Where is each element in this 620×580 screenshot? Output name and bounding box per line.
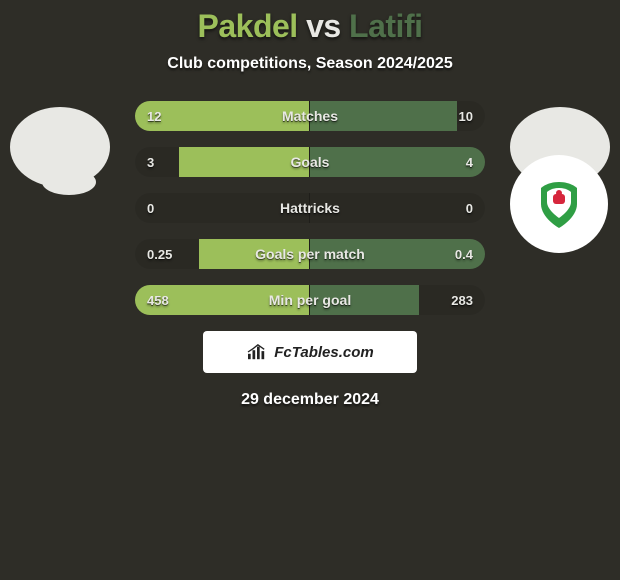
club-logo-icon xyxy=(529,174,589,234)
stat-value-left: 0 xyxy=(147,193,154,223)
stat-value-left: 0.25 xyxy=(147,239,172,269)
title-right: Latifi xyxy=(349,8,422,44)
stat-bars: 12 10 Matches 3 4 Goals 0 0 Hattricks 0.… xyxy=(135,101,485,315)
stat-value-right: 10 xyxy=(459,101,473,131)
stat-fill-right xyxy=(310,101,457,131)
stat-value-left: 3 xyxy=(147,147,154,177)
stat-value-right: 4 xyxy=(466,147,473,177)
stat-fill-right xyxy=(310,285,419,315)
club-badge-left xyxy=(42,169,96,195)
credit-badge[interactable]: FcTables.com xyxy=(203,331,417,373)
stat-fill-left xyxy=(199,239,309,269)
subtitle: Club competitions, Season 2024/2025 xyxy=(0,55,620,73)
stat-row: 0.25 0.4 Goals per match xyxy=(135,239,485,269)
stat-value-left: 12 xyxy=(147,101,161,131)
credit-text: FcTables.com xyxy=(274,344,373,361)
stat-value-right: 0.4 xyxy=(455,239,473,269)
stat-row: 3 4 Goals xyxy=(135,147,485,177)
stat-fill-left xyxy=(179,147,310,177)
stat-fill-right xyxy=(310,147,485,177)
stat-value-right: 0 xyxy=(466,193,473,223)
page-title: Pakdel vs Latifi xyxy=(0,8,620,45)
stat-row: 0 0 Hattricks xyxy=(135,193,485,223)
stat-row: 458 283 Min per goal xyxy=(135,285,485,315)
stat-value-right: 283 xyxy=(451,285,473,315)
club-logo-right xyxy=(510,155,608,253)
date: 29 december 2024 xyxy=(0,391,620,409)
chart-icon xyxy=(246,343,268,361)
title-vs: vs xyxy=(306,8,341,44)
stat-row: 12 10 Matches xyxy=(135,101,485,131)
stat-value-left: 458 xyxy=(147,285,169,315)
title-left: Pakdel xyxy=(198,8,298,44)
